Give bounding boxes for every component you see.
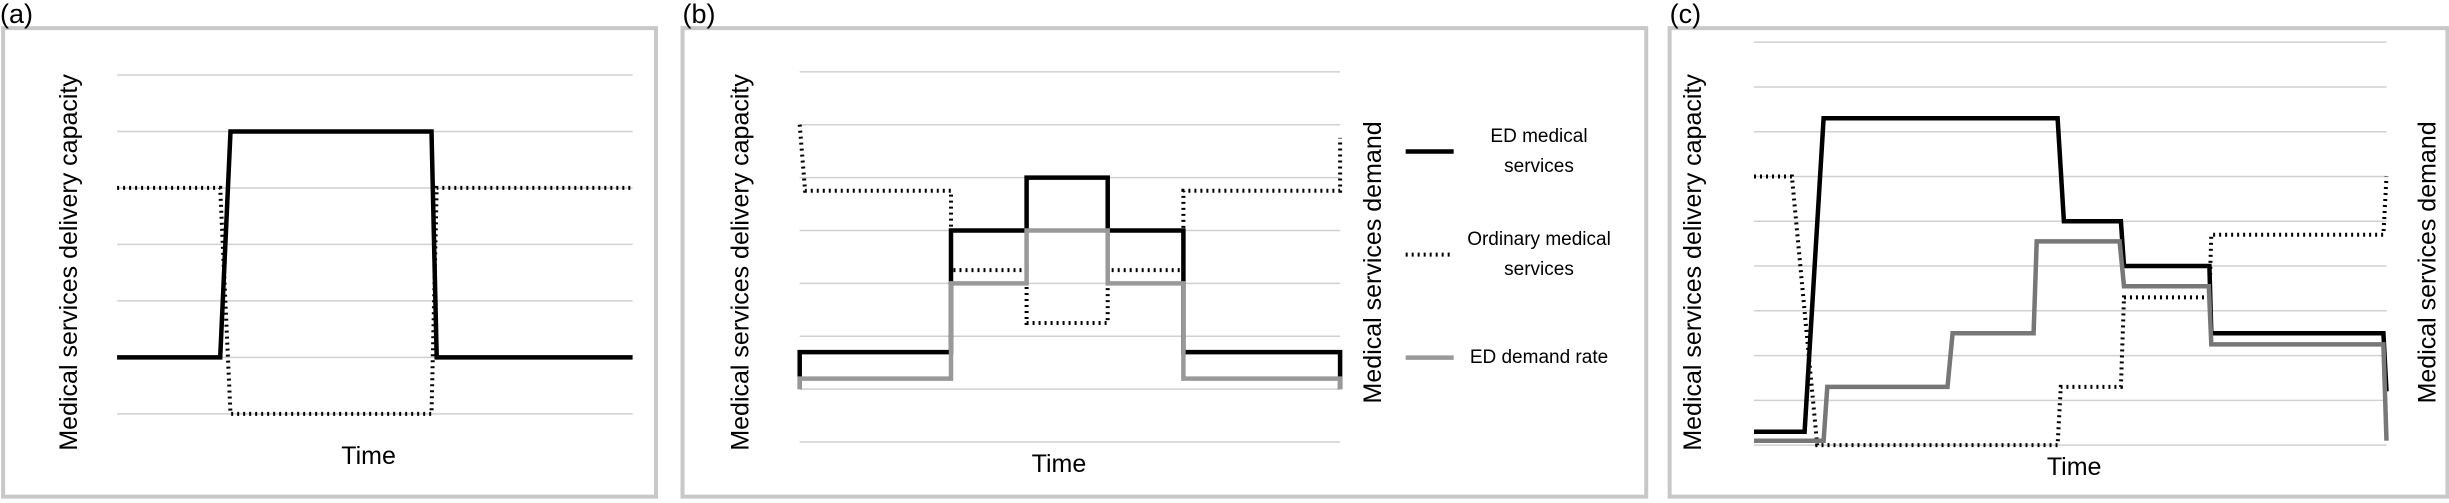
series-line	[1754, 116, 2389, 434]
legend-label: ED medical services	[1490, 125, 1588, 177]
series-line	[117, 129, 633, 360]
series-line	[797, 228, 1343, 390]
series-line	[797, 175, 1343, 390]
y2-axis-label: Medical services demand	[1359, 121, 1387, 403]
legend-item: ED demand rate	[1469, 346, 1609, 368]
panel-label: (b)	[683, 0, 716, 29]
legend-item: Ordinary medical services	[1467, 228, 1611, 280]
series-line	[797, 124, 1343, 325]
x-axis-label: Time	[341, 442, 396, 470]
panel-frame	[680, 26, 1649, 499]
panel-frame	[1667, 26, 2449, 499]
legend-label: ED demand rate	[1469, 346, 1609, 368]
y-axis-label: Medical services delivery capacity	[55, 74, 83, 451]
series-line	[1754, 174, 2389, 448]
panel-label: (a)	[0, 0, 33, 29]
panel-label: (c)	[1670, 0, 1701, 29]
y-axis-label: Medical services delivery capacity	[726, 74, 754, 451]
series-line	[1754, 239, 2389, 443]
y2-axis-label: Medical services demand	[2413, 121, 2441, 403]
legend-label: Ordinary medical services	[1467, 228, 1611, 280]
x-axis-label: Time	[2047, 453, 2102, 481]
x-axis-label: Time	[1032, 450, 1087, 478]
series-line	[117, 185, 633, 416]
y-axis-label: Medical services delivery capacity	[1679, 74, 1707, 451]
panel-frame	[1, 26, 658, 499]
legend-item: ED medical services	[1490, 125, 1588, 177]
